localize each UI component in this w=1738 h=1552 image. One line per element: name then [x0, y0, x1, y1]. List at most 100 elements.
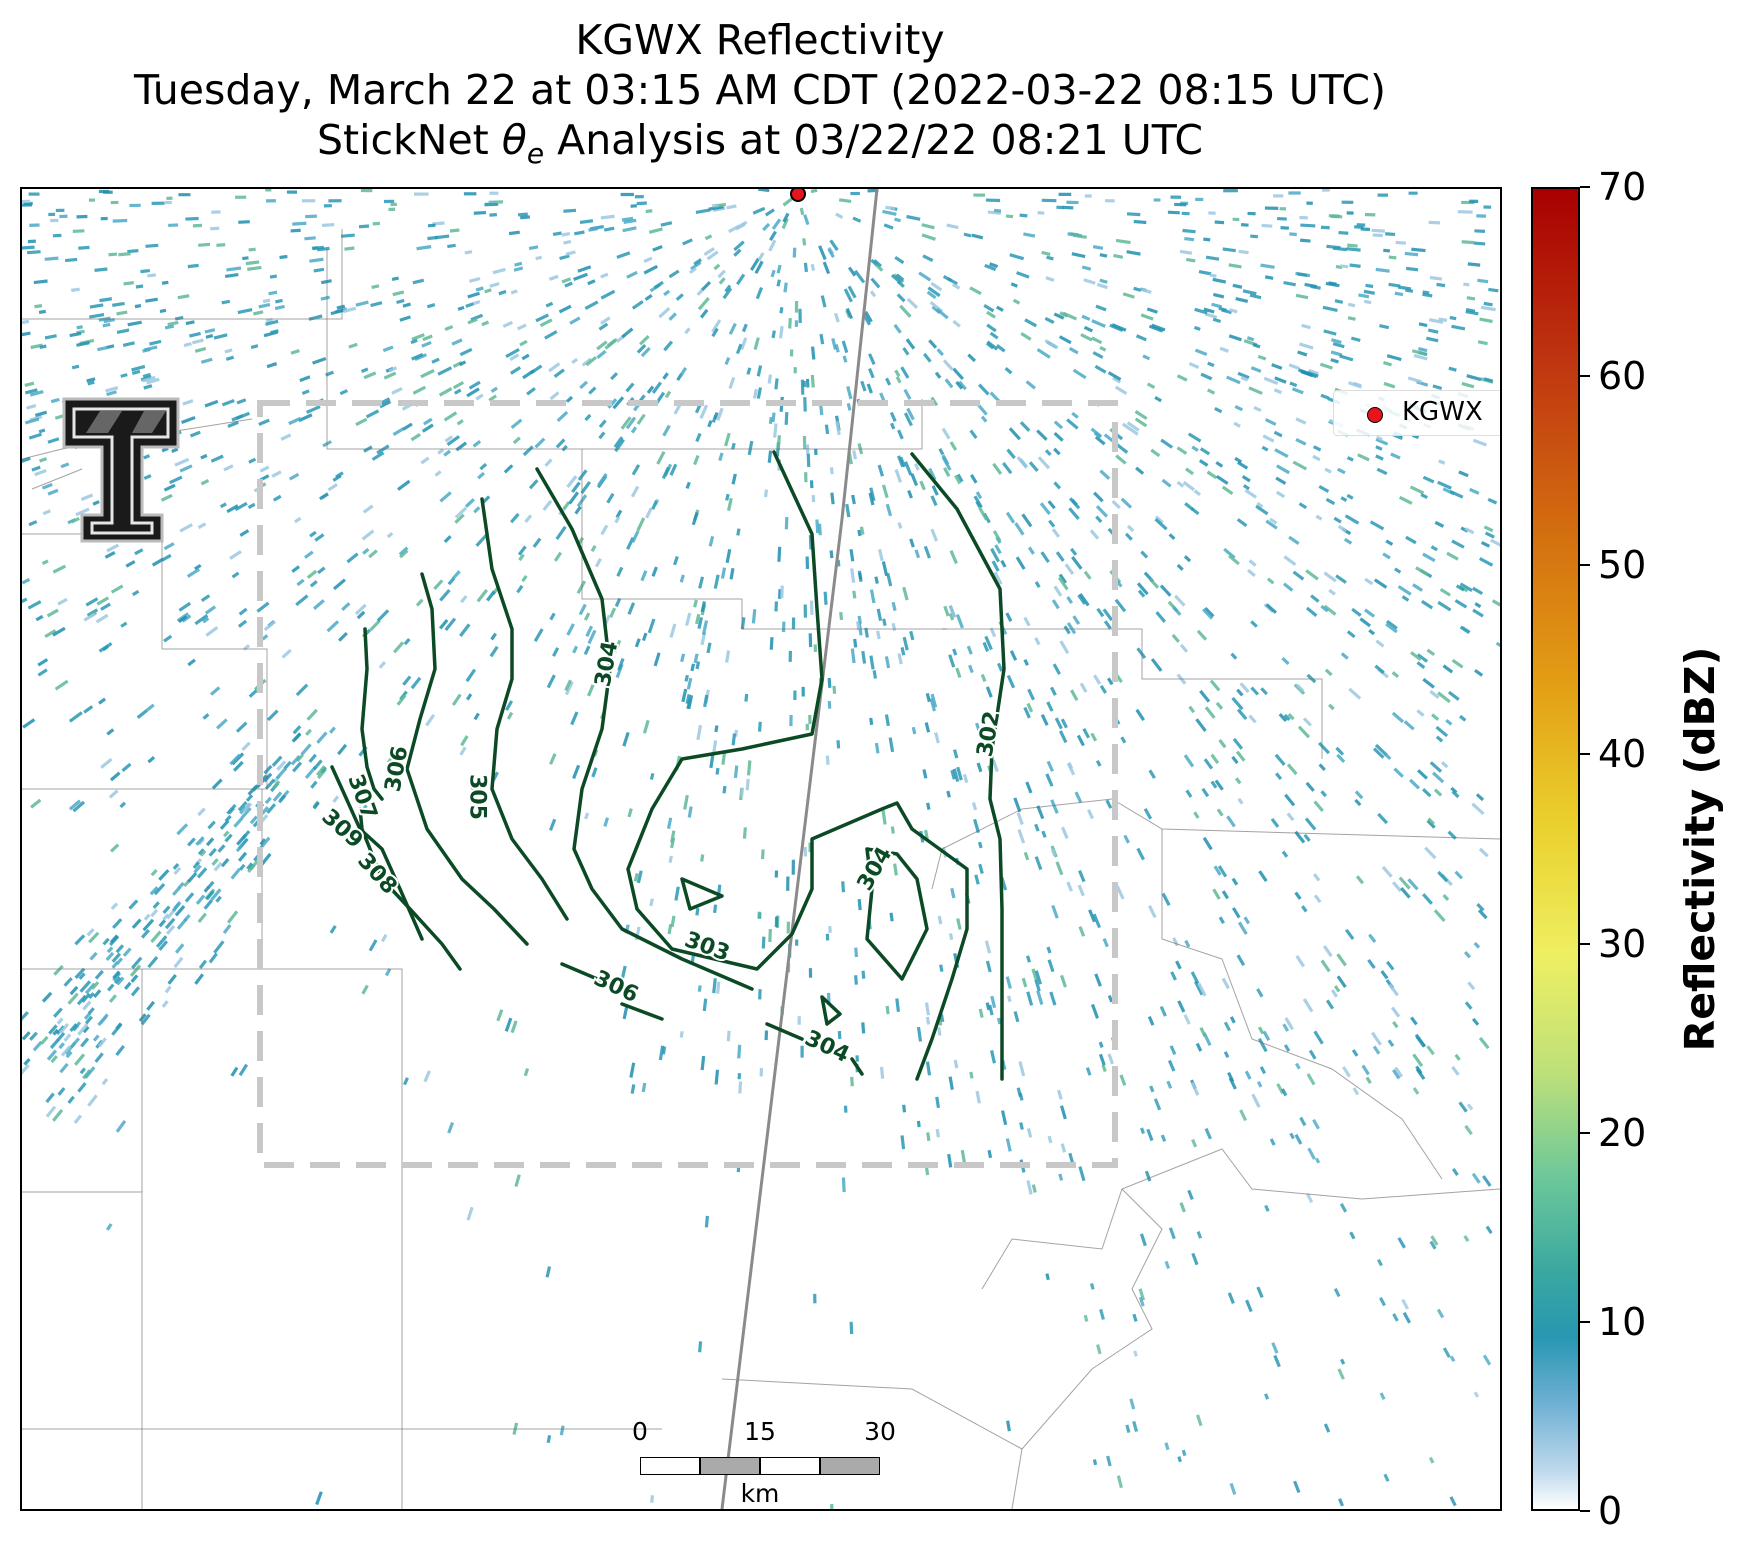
- echo-pixel: [1320, 790, 1328, 798]
- echo-pixel: [437, 448, 445, 455]
- echo-pixel: [1026, 702, 1034, 713]
- echo-pixel: [973, 193, 986, 197]
- scale-tick-30: 30: [864, 1417, 896, 1446]
- echo-pixel: [1385, 622, 1398, 634]
- echo-pixel: [576, 580, 587, 595]
- echo-pixel: [941, 427, 951, 440]
- echo-pixel: [769, 637, 774, 650]
- echo-pixel: [1376, 1258, 1383, 1267]
- echo-pixel: [757, 911, 761, 919]
- echo-pixel: [1416, 653, 1429, 663]
- echo-pixel: [219, 819, 230, 830]
- echo-pixel: [1193, 489, 1201, 497]
- echo-pixel: [1322, 305, 1338, 313]
- echo-pixel: [1031, 968, 1039, 982]
- echo-pixel: [1340, 652, 1349, 660]
- echo-pixel: [600, 289, 616, 300]
- echo-pixel: [361, 804, 368, 812]
- echo-pixel: [1071, 411, 1079, 419]
- title-line-3: StickNet θe Analysis at 03/22/22 08:21 U…: [317, 116, 1203, 171]
- echo-pixel: [577, 265, 592, 273]
- echo-pixel: [140, 1013, 151, 1026]
- echo-pixel: [728, 376, 736, 389]
- radar-map[interactable]: 309 308 307 306 305 304 303 306 304 304 302 KGWX: [20, 187, 1502, 1511]
- echo-pixel: [1299, 238, 1311, 243]
- echo-pixel: [1126, 524, 1135, 533]
- echo-pixel: [22, 1031, 31, 1041]
- echo-pixel: [1483, 377, 1493, 383]
- echo-pixel: [736, 273, 746, 286]
- echo-pixel: [858, 572, 863, 580]
- echo-pixel: [1391, 671, 1400, 678]
- echo-pixel: [1190, 507, 1200, 516]
- echo-pixel: [1135, 334, 1147, 342]
- echo-pixel: [1040, 551, 1050, 564]
- echo-pixel: [736, 528, 741, 536]
- echo-pixel: [1294, 830, 1306, 844]
- echo-pixel: [295, 594, 309, 607]
- echo-pixel: [1283, 555, 1297, 566]
- echo-pixel: [1218, 306, 1227, 312]
- echo-pixel: [636, 517, 646, 532]
- contour-label: 304: [801, 1026, 853, 1068]
- echo-pixel: [774, 916, 779, 927]
- echo-pixel: [1174, 594, 1186, 607]
- echo-pixel: [988, 1004, 994, 1016]
- echo-pixel: [403, 637, 411, 646]
- echo-pixel: [1291, 387, 1304, 395]
- echo-pixel: [426, 303, 436, 309]
- echo-pixel: [265, 319, 279, 326]
- echo-pixel: [1149, 1085, 1155, 1093]
- echo-pixel: [622, 1004, 629, 1020]
- echo-pixel: [464, 250, 473, 255]
- echo-pixel: [556, 410, 569, 423]
- echo-pixel: [1057, 576, 1069, 591]
- echo-pixel: [1447, 690, 1460, 701]
- echo-pixel: [57, 597, 68, 606]
- echo-pixel: [1270, 817, 1280, 828]
- echo-pixel: [669, 623, 677, 638]
- echo-pixel: [185, 320, 195, 326]
- echo-pixel: [179, 464, 193, 473]
- echo-pixel: [921, 233, 936, 241]
- echo-pixel: [952, 768, 960, 782]
- echo-pixel: [263, 772, 273, 783]
- echo-pixel: [870, 258, 878, 266]
- echo-pixel: [444, 325, 454, 331]
- echo-pixel: [1273, 388, 1283, 395]
- echo-pixel: [1304, 282, 1317, 289]
- echo-pixel: [189, 430, 201, 438]
- echo-pixel: [355, 300, 369, 307]
- echo-pixel: [106, 543, 120, 553]
- echo-pixel: [1034, 979, 1041, 992]
- echo-pixel: [864, 310, 873, 323]
- echo-pixel: [580, 480, 592, 495]
- echo-pixel: [145, 297, 158, 303]
- echo-pixel: [1068, 1152, 1075, 1164]
- echo-pixel: [1335, 574, 1347, 584]
- echo-pixel: [1187, 1189, 1194, 1201]
- echo-pixel: [695, 907, 700, 916]
- echo-pixel: [49, 1038, 60, 1049]
- echo-pixel: [1293, 1480, 1301, 1494]
- theta-e-contour-line: [535, 467, 754, 991]
- echo-pixel: [1191, 1252, 1199, 1266]
- echo-pixel: [1410, 651, 1422, 662]
- echo-pixel: [209, 686, 221, 696]
- echo-pixel: [668, 312, 677, 321]
- echo-pixel: [930, 528, 939, 542]
- echo-pixel: [1305, 1193, 1314, 1204]
- echo-pixel: [1391, 881, 1403, 893]
- echo-pixel: [242, 802, 253, 813]
- echo-pixel: [764, 1030, 769, 1041]
- echo-pixel: [907, 489, 913, 499]
- echo-pixel: [889, 912, 894, 922]
- echo-pixel: [410, 433, 421, 442]
- echo-pixel: [573, 272, 588, 281]
- echo-pixel: [774, 601, 779, 612]
- echo-pixel: [1107, 1053, 1115, 1065]
- echo-pixel: [181, 614, 192, 623]
- echo-pixel: [925, 1016, 931, 1025]
- echo-pixel: [134, 304, 142, 309]
